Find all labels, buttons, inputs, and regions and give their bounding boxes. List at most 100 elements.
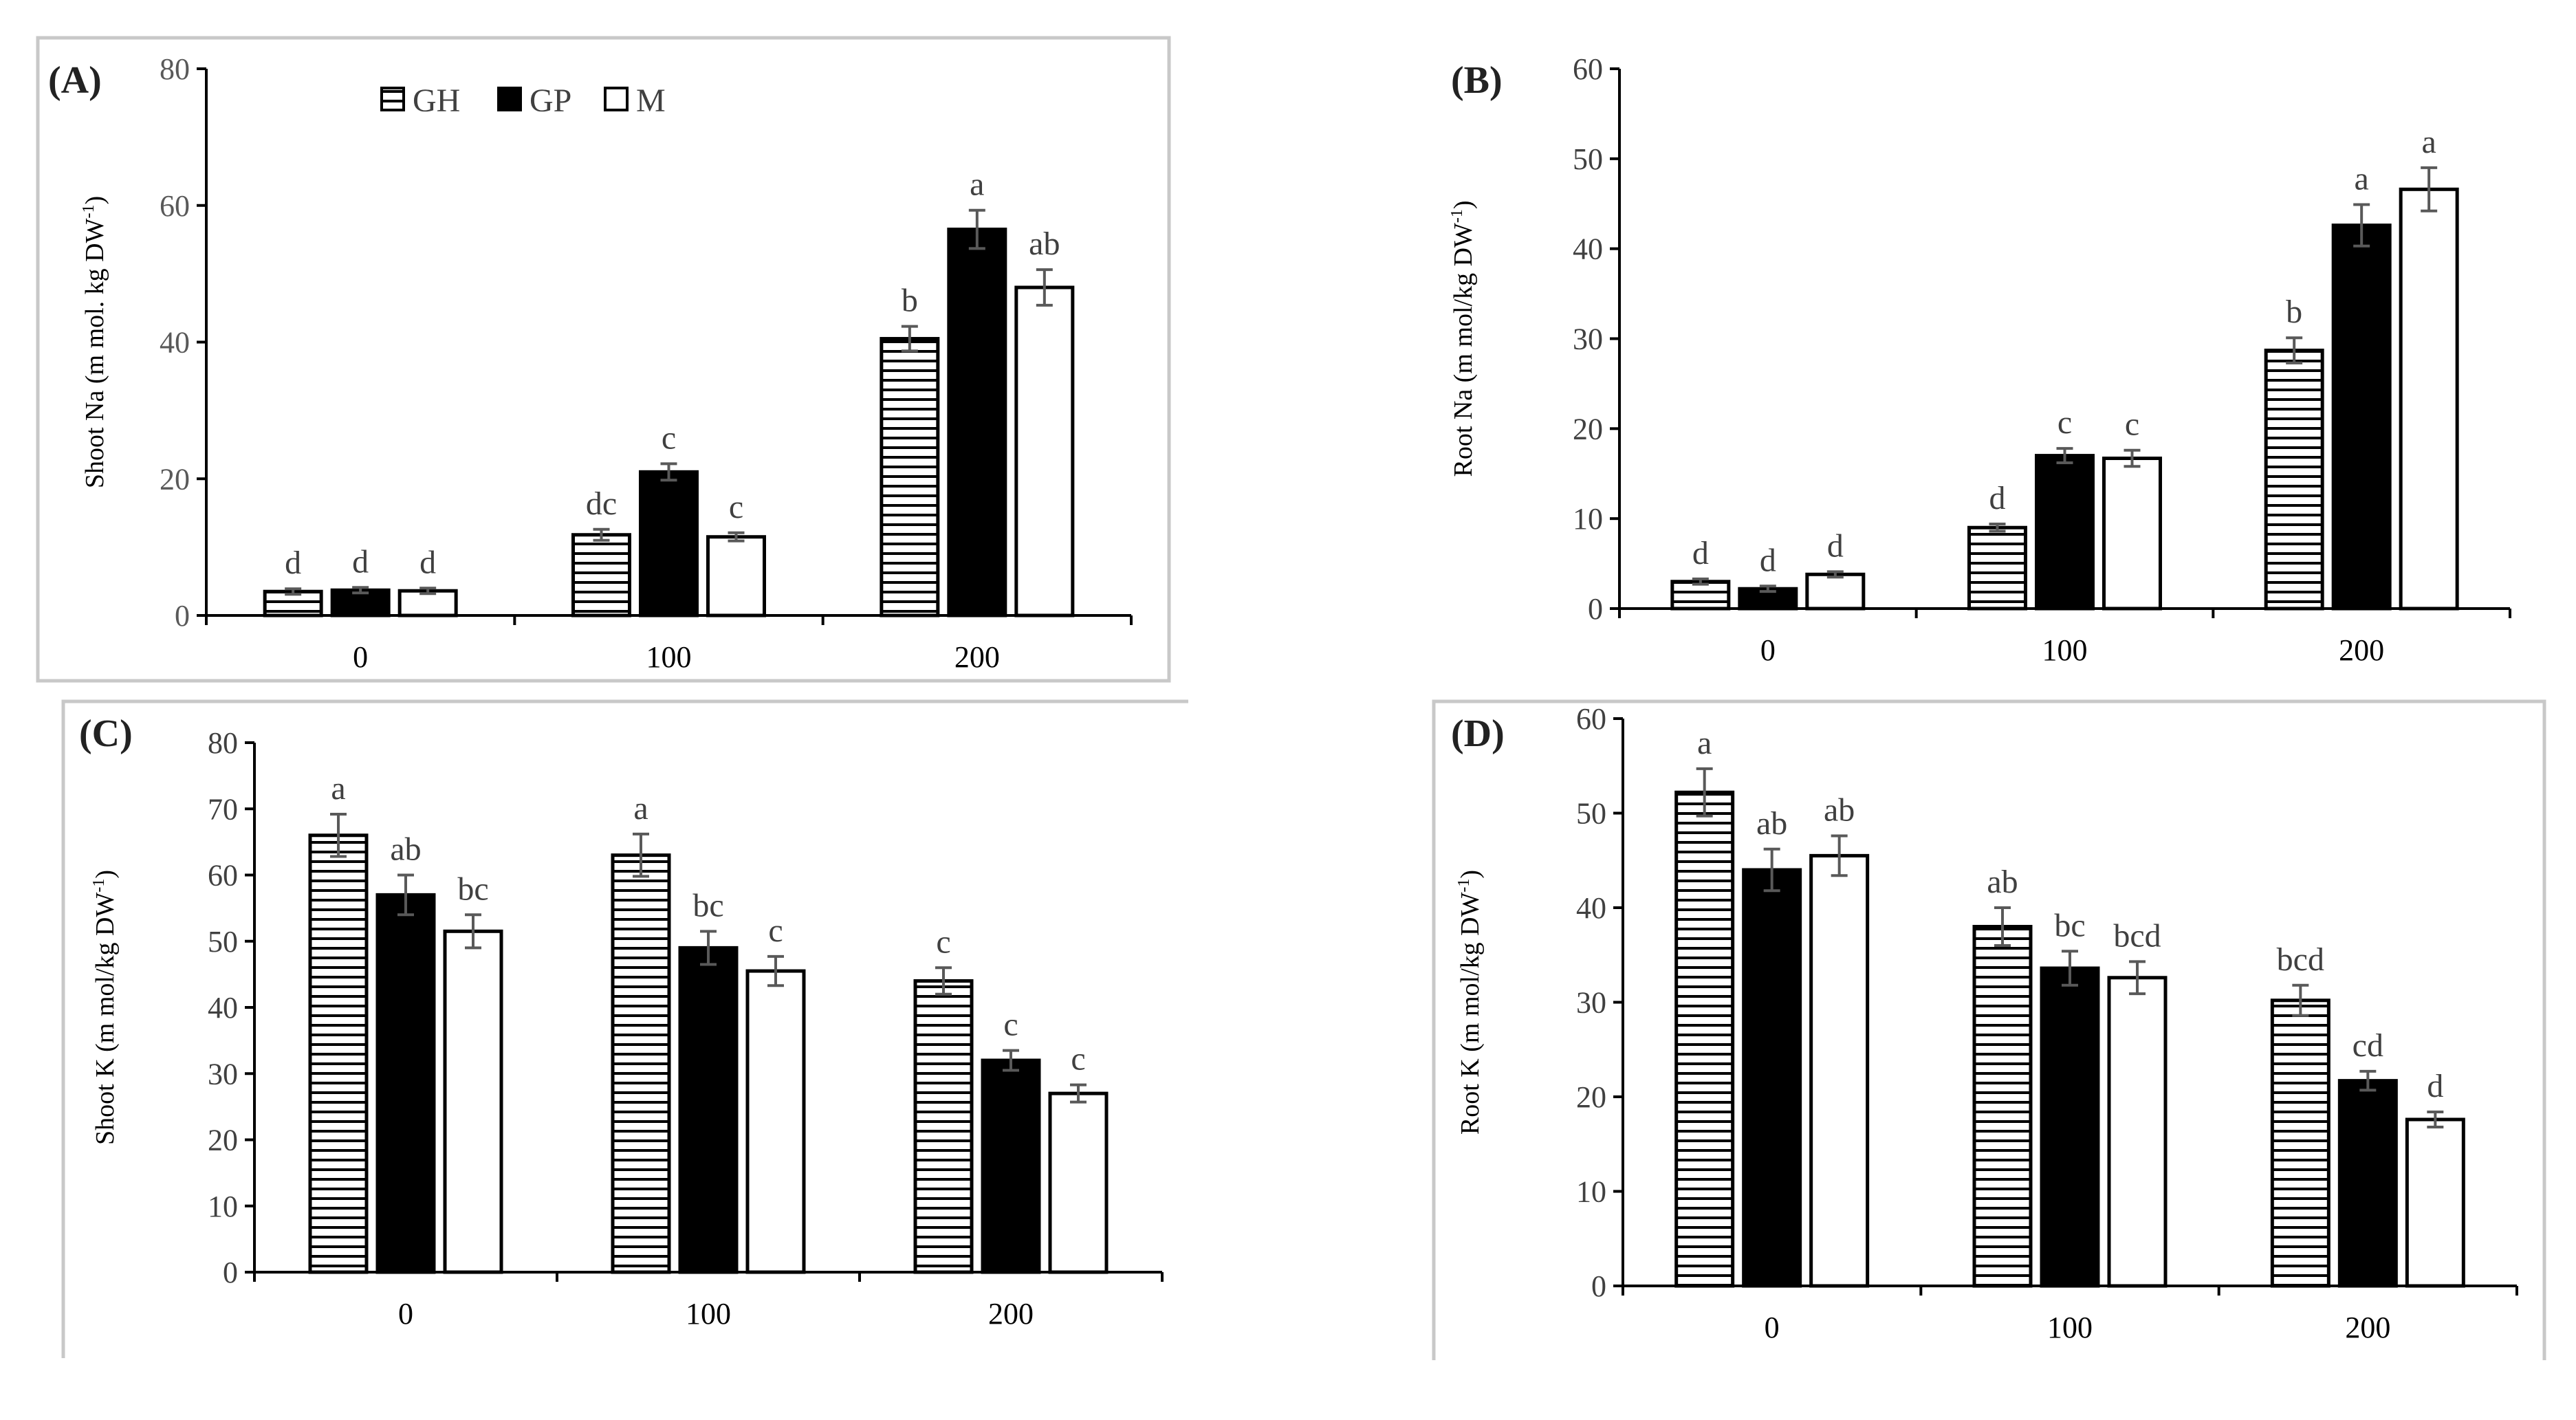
significance-letter-gp: a: [970, 166, 984, 203]
x-tick-label: 0: [1760, 633, 1776, 667]
chart-shoot-k: (C) Shoot K (m mol/kg DW-1) 0 10 20 30 40 50 60 7…: [79, 712, 1164, 1331]
bar-gp: [375, 893, 436, 1274]
x-tick-label: 100: [646, 640, 692, 674]
y-tick-label: 80: [160, 52, 190, 86]
y-tick-label: 50: [1576, 797, 1606, 831]
significance-letter-gp: c: [662, 419, 676, 456]
significance-letter-gp: d: [1760, 542, 1776, 578]
bar-gh: [1674, 790, 1735, 1288]
significance-letter-m: a: [2422, 124, 2436, 160]
bar-gh: [571, 533, 631, 618]
y-tick-label: 0: [1591, 1269, 1606, 1303]
significance-letter-m: bc: [457, 871, 488, 907]
bar-gh: [880, 337, 940, 618]
y-tick-label: 0: [175, 599, 190, 633]
y-tick-label: 80: [208, 726, 238, 760]
y-tick-label: 10: [1576, 1175, 1606, 1209]
y-tick-label: 60: [208, 859, 238, 893]
legend-label-gh: GH: [413, 83, 460, 119]
y-tick-label: 60: [1573, 52, 1603, 86]
bar-m: [443, 929, 503, 1274]
x-tick-label: 0: [398, 1297, 413, 1331]
significance-letter-m: bcd: [2113, 917, 2161, 954]
panel-label: (C): [79, 712, 133, 755]
significance-letter-gh: b: [902, 283, 918, 319]
x-tick-label: 200: [954, 640, 1000, 674]
significance-letter-gp: c: [2057, 404, 2072, 441]
y-tick-label: 10: [1573, 502, 1603, 536]
panel-label: (D): [1451, 712, 1505, 755]
bar-gp: [639, 470, 699, 618]
x-tick-label: 100: [686, 1297, 731, 1331]
y-tick-label: 70: [208, 792, 238, 826]
significance-letter-gp: d: [352, 543, 369, 580]
bar-m: [2102, 457, 2162, 611]
bar-gp: [2040, 966, 2100, 1288]
panel-a-frame: [36, 36, 1171, 683]
y-tick-label: 0: [1588, 592, 1603, 626]
significance-letter-gp: ab: [1756, 805, 1787, 842]
y-tick-label: 50: [1573, 142, 1603, 176]
bar-gp: [947, 228, 1007, 618]
significance-letter-gh: d: [1989, 480, 2006, 516]
significance-letter-gp: bc: [2054, 907, 2085, 943]
legend-swatch-m: [604, 87, 629, 111]
significance-letter-gp: c: [1003, 1007, 1018, 1043]
bar-m: [2107, 976, 2168, 1288]
bar-m: [1014, 285, 1075, 618]
y-tick-label: 10: [208, 1190, 238, 1223]
significance-letter-gh: bcd: [2277, 941, 2324, 978]
significance-letter-gp: ab: [390, 831, 421, 868]
significance-letter-m: d: [1827, 527, 1844, 564]
significance-letter-gh: d: [285, 545, 301, 581]
y-tick-label: 30: [1576, 986, 1606, 1020]
legend: GH GP M: [380, 83, 666, 119]
legend-label-m: M: [636, 83, 666, 119]
y-tick-label: 40: [1573, 232, 1603, 266]
bar-gp: [2337, 1079, 2398, 1288]
legend-swatch-gh: [380, 87, 405, 111]
significance-letter-m: d: [419, 544, 436, 580]
significance-letter-m: c: [1071, 1041, 1085, 1078]
panel-c-frame: [61, 699, 1188, 1358]
y-tick-label: 20: [208, 1124, 238, 1157]
bar-gh: [2264, 349, 2324, 611]
bar-m: [1805, 572, 1866, 611]
significance-letter-gp: cd: [2353, 1027, 2383, 1064]
y-axis-label: Root K (m mol/kg DW-1): [1455, 870, 1485, 1135]
significance-letter-m: c: [768, 913, 783, 949]
y-tick-label: 40: [160, 326, 190, 360]
bar-gh: [308, 833, 369, 1274]
significance-letter-gh: b: [2286, 294, 2302, 330]
significance-letter-m: c: [729, 489, 743, 525]
bar-gh: [1967, 525, 2027, 611]
bar-gp: [981, 1058, 1041, 1274]
y-tick-label: 60: [160, 189, 190, 223]
y-tick-label: 0: [223, 1256, 238, 1289]
bar-m: [2405, 1117, 2465, 1288]
x-tick-label: 200: [988, 1297, 1034, 1331]
bar-gh: [1972, 925, 2033, 1288]
significance-letter-gh: dc: [586, 485, 617, 522]
y-tick-label: 20: [160, 462, 190, 496]
bar-gp: [2331, 223, 2392, 611]
bar-gh: [913, 979, 974, 1274]
y-tick-label: 30: [208, 1057, 238, 1091]
bar-m: [745, 969, 806, 1274]
bar-gp: [330, 588, 391, 618]
x-tick-label: 200: [2345, 1311, 2390, 1344]
y-axis-label: Shoot K (m mol/kg DW-1): [90, 870, 120, 1145]
significance-letter-m: ab: [1824, 792, 1855, 829]
chart-shoot-na: (A) Shoot Na (m mol. kg DW-1) 0 20 40 60 80 0 10…: [48, 52, 1133, 674]
y-tick-label: 30: [1573, 323, 1603, 356]
significance-letter-m: c: [2125, 406, 2139, 443]
y-tick-label: 60: [1576, 702, 1606, 736]
y-tick-label: 20: [1573, 412, 1603, 446]
significance-letter-gp: a: [2355, 161, 2369, 197]
bar-m: [1809, 853, 1870, 1288]
x-tick-label: 100: [2047, 1311, 2093, 1344]
y-tick-label: 20: [1576, 1080, 1606, 1114]
x-tick-label: 100: [2042, 633, 2088, 667]
x-tick-label: 200: [2339, 633, 2384, 667]
